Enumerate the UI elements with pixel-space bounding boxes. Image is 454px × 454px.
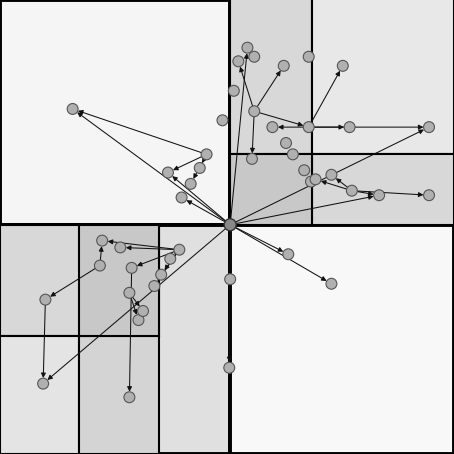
Bar [0, 336, 79, 454]
Circle shape [194, 163, 205, 173]
Bar [0, 225, 230, 454]
Circle shape [326, 278, 337, 289]
Circle shape [165, 253, 176, 264]
Circle shape [306, 176, 316, 187]
Circle shape [228, 85, 239, 96]
Circle shape [374, 190, 385, 201]
Circle shape [344, 122, 355, 133]
Circle shape [40, 294, 51, 305]
Circle shape [281, 138, 291, 148]
Circle shape [267, 122, 278, 133]
Circle shape [337, 60, 348, 71]
Circle shape [249, 51, 260, 62]
Circle shape [287, 149, 298, 160]
Circle shape [126, 262, 137, 273]
Circle shape [424, 122, 434, 133]
Circle shape [283, 249, 294, 260]
Circle shape [176, 192, 187, 203]
Circle shape [67, 104, 78, 114]
Circle shape [115, 242, 126, 253]
Circle shape [156, 269, 167, 280]
Circle shape [174, 244, 185, 255]
Circle shape [249, 106, 260, 117]
Bar [0, 225, 159, 336]
Circle shape [224, 362, 235, 373]
Circle shape [163, 167, 173, 178]
Bar [230, 154, 312, 225]
Circle shape [326, 169, 337, 180]
Bar [0, 0, 230, 225]
Circle shape [299, 165, 310, 176]
Circle shape [233, 56, 244, 67]
Circle shape [303, 51, 314, 62]
Circle shape [133, 315, 144, 326]
Circle shape [424, 190, 434, 201]
Circle shape [310, 174, 321, 185]
Circle shape [346, 185, 357, 196]
Circle shape [149, 281, 160, 291]
Circle shape [201, 149, 212, 160]
Circle shape [124, 392, 135, 403]
Bar [312, 0, 454, 154]
Circle shape [97, 235, 108, 246]
Circle shape [278, 60, 289, 71]
Circle shape [303, 122, 314, 133]
Circle shape [247, 153, 257, 164]
Bar [79, 336, 159, 454]
Bar [312, 154, 454, 225]
Bar [230, 225, 454, 454]
Bar [230, 0, 312, 154]
Circle shape [38, 378, 49, 389]
Circle shape [185, 178, 196, 189]
Bar [230, 0, 454, 225]
Bar [79, 225, 159, 336]
Circle shape [224, 219, 236, 231]
Circle shape [242, 42, 253, 53]
Circle shape [217, 115, 228, 126]
Circle shape [94, 260, 105, 271]
Circle shape [124, 287, 135, 298]
Circle shape [138, 306, 148, 316]
Circle shape [225, 274, 236, 285]
